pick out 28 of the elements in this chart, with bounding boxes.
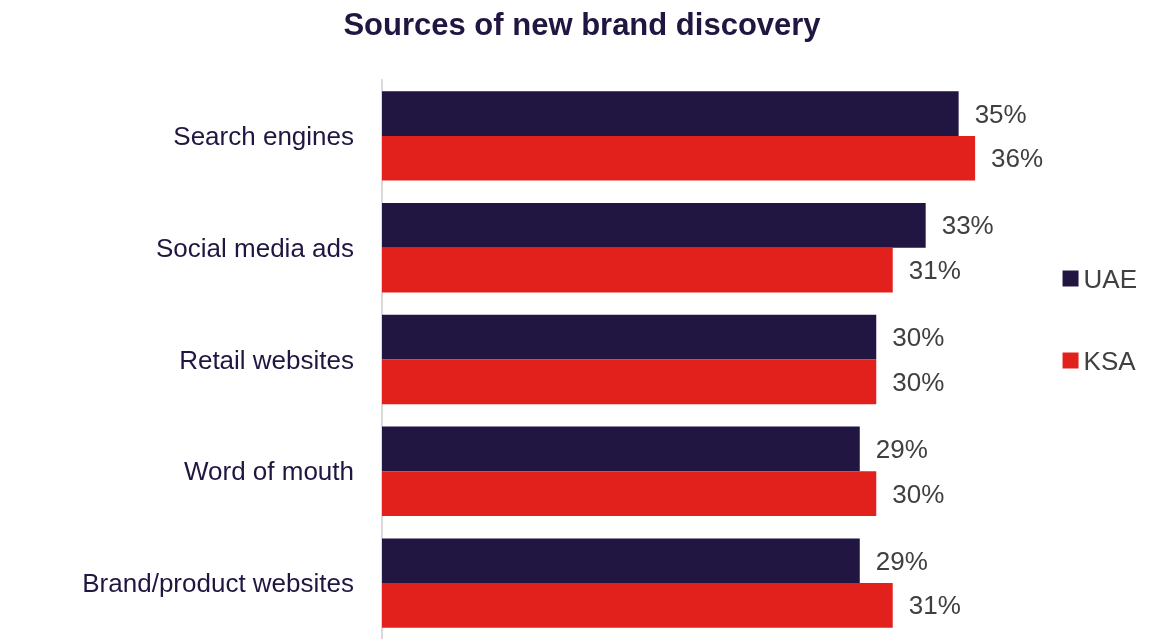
- bar: [382, 471, 877, 517]
- data-label: 30%: [892, 322, 945, 353]
- y-tick-label: Brand/product websites: [82, 568, 354, 599]
- bar: [382, 359, 877, 405]
- data-label: 30%: [892, 478, 945, 509]
- chart-title: Sources of new brand discovery: [343, 7, 822, 42]
- y-tick-label: Search engines: [173, 120, 354, 151]
- y-tick-label: Social media ads: [156, 232, 354, 263]
- y-tick-label: Word of mouth: [183, 456, 354, 487]
- legend-label: UAE: [1083, 263, 1138, 294]
- y-tick-label: Retail websites: [179, 344, 354, 375]
- data-label: 33%: [941, 210, 994, 241]
- data-label: 29%: [875, 433, 928, 464]
- data-label: 36%: [991, 143, 1044, 174]
- data-label: 29%: [875, 545, 928, 576]
- legend-label: KSA: [1083, 345, 1137, 376]
- data-label: 31%: [908, 255, 961, 286]
- bar: [382, 583, 893, 628]
- bar: [382, 202, 926, 248]
- bar: [382, 314, 877, 360]
- data-label: 35%: [974, 98, 1027, 129]
- bar: [382, 426, 860, 472]
- bar: [382, 91, 959, 136]
- bar: [382, 135, 976, 181]
- data-label: 30%: [892, 366, 945, 397]
- bar: [382, 538, 860, 584]
- bar: [382, 247, 893, 293]
- data-label: 31%: [908, 590, 961, 621]
